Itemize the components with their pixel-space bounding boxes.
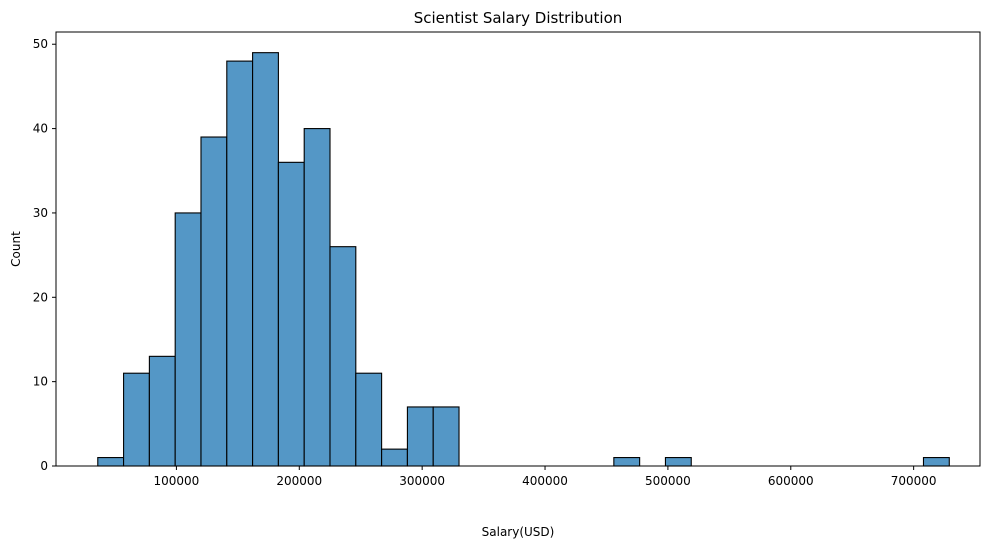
y-tick-label: 50	[33, 37, 48, 51]
histogram-bar	[123, 372, 150, 467]
histogram-bar	[406, 406, 434, 467]
histogram-bar	[252, 52, 279, 467]
histogram-bar	[381, 448, 408, 467]
plot-frame	[55, 31, 981, 467]
histogram-bar	[664, 457, 692, 467]
y-tick-label: 20	[33, 290, 48, 304]
histogram-bar	[329, 246, 357, 467]
x-axis-label: Salary(USD)	[482, 525, 555, 539]
x-axis-ticks: 100000 200000 300000 400000 500000 600000 7000…	[154, 466, 937, 488]
histogram-bar	[922, 457, 950, 467]
histogram-bar	[226, 60, 254, 467]
histogram-bar	[200, 136, 228, 467]
x-tick-label: 200000	[276, 474, 322, 488]
x-tick-label: 300000	[399, 474, 445, 488]
histogram-bar	[613, 457, 641, 467]
bars-group	[97, 52, 950, 467]
x-tick-label: 100000	[154, 474, 200, 488]
y-axis-label: Count	[9, 231, 23, 267]
y-tick-label: 10	[33, 375, 48, 389]
y-axis-ticks: 0 10 20 30 40 50	[33, 37, 56, 473]
histogram-bar	[148, 355, 176, 467]
y-tick-label: 0	[40, 459, 48, 473]
histogram-bar	[174, 212, 202, 467]
x-tick-label: 500000	[645, 474, 691, 488]
histogram-bar	[355, 372, 383, 467]
histogram-bar	[303, 128, 331, 467]
chart-title: Scientist Salary Distribution	[414, 9, 623, 27]
histogram-bar	[277, 161, 305, 467]
histogram-bar	[97, 457, 125, 467]
y-tick-label: 30	[33, 206, 48, 220]
y-tick-label: 40	[33, 122, 48, 136]
x-tick-label: 400000	[522, 474, 568, 488]
histogram-bar	[432, 406, 460, 467]
x-tick-label: 600000	[768, 474, 814, 488]
x-tick-label: 700000	[891, 474, 937, 488]
